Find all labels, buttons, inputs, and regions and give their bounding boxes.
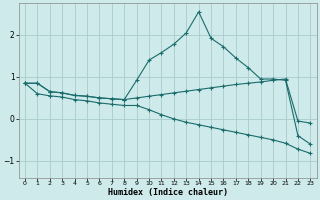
X-axis label: Humidex (Indice chaleur): Humidex (Indice chaleur) bbox=[108, 188, 228, 197]
